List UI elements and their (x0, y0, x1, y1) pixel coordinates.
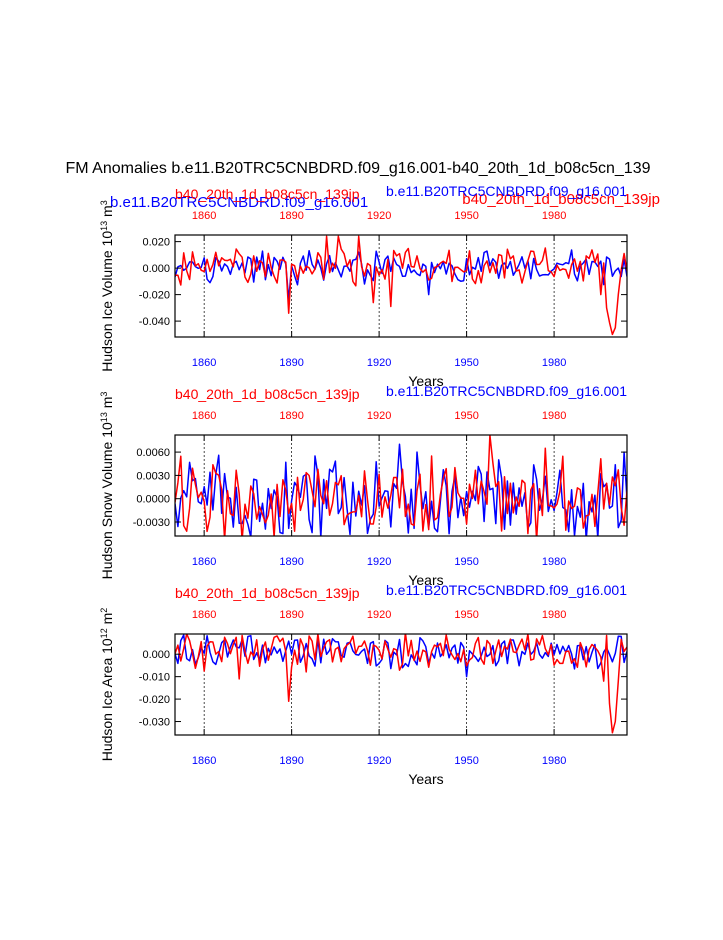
x-tick-label-bottom: 1890 (279, 357, 303, 369)
y-axis-title-text: Hudson Ice Volume 10 (99, 231, 115, 372)
x-tick-label-bottom: 1980 (542, 556, 566, 568)
panel-ice-volume: -0.040 -0.020 0.000 0.020 1860 1860 1890 1890 19… (99, 183, 628, 389)
x-tick-label-bottom: 1980 (542, 357, 566, 369)
series-line-red (175, 435, 627, 536)
y-axis-title-text: Hudson Ice Area 10 (99, 638, 115, 761)
y-tick-label: 0.020 (142, 237, 170, 249)
x-tick-label-bottom: 1920 (367, 357, 391, 369)
x-tick-label-top: 1920 (367, 210, 391, 222)
panel-top-right-label: b.e11.B20TRC5CNBDRD.f09_g16.001 (386, 183, 627, 199)
series-line-blue (175, 249, 627, 301)
x-axis-title: Years (408, 771, 443, 787)
x-tick-label-bottom: 1890 (279, 755, 303, 767)
x-tick-label-top: 1950 (454, 609, 478, 621)
x-tick-label-top: 1950 (454, 410, 478, 422)
chart-panels: -0.040 -0.020 0.000 0.020 1860 1860 1890 1890 19… (99, 183, 628, 787)
x-tick-label-top: 1860 (192, 410, 216, 422)
x-tick-label-top: 1890 (279, 410, 303, 422)
plot-frame (174, 234, 628, 338)
x-tick-label-bottom: 1920 (367, 556, 391, 568)
x-tick-label-bottom: 1950 (454, 357, 478, 369)
y-axis-title-exponent: 2 (99, 608, 109, 613)
main-title: FM Anomalies b.e11.B20TRC5CNBDRD.f09_g16… (66, 160, 651, 177)
y-tick-label: 0.0030 (136, 470, 170, 482)
y-tick-label: 0.000 (142, 263, 170, 275)
x-axis-title: Years (408, 572, 443, 588)
top-red-title: b40_20th_1d_b08c5cn_139jp (462, 191, 660, 208)
x-tick-label-top: 1860 (192, 210, 216, 222)
y-axis-title-text: m (99, 205, 115, 221)
plot-frame (174, 434, 628, 537)
x-tick-label-top: 1980 (542, 410, 566, 422)
y-tick-label: -0.020 (139, 290, 170, 302)
x-tick-label-top: 1860 (192, 609, 216, 621)
x-tick-label-top: 1920 (367, 410, 391, 422)
y-tick-label: -0.030 (139, 717, 170, 729)
plot-frame (174, 633, 628, 736)
x-axis-title: Years (408, 373, 443, 389)
x-tick-label-top: 1890 (279, 609, 303, 621)
y-axis-title: Hudson Ice Volume 1013 m3 (99, 200, 115, 371)
y-axis-title-text: Hudson Snow Volume 10 (99, 422, 115, 579)
series-line-red (175, 634, 627, 734)
y-axis-title-text: m (99, 397, 115, 413)
panel-top-left-label: b40_20th_1d_b08c5cn_139jp (175, 585, 360, 601)
x-tick-label-bottom: 1890 (279, 556, 303, 568)
y-axis-title-exponent: 13 (99, 221, 109, 231)
series-line-red (175, 235, 627, 336)
top-blue-title: b.e11.B20TRC5CNBDRD.f09_g16.001 (110, 194, 368, 211)
panel-snow-volume: -0.0030 0.0000 0.0030 0.0060 1860 1860 1890 189… (99, 383, 628, 588)
y-tick-label: -0.020 (139, 694, 170, 706)
y-tick-label: -0.0030 (133, 517, 170, 529)
panel-ice-area: -0.030 -0.020 -0.010 0.000 1860 1860 1890 1890 1… (99, 582, 628, 787)
x-tick-label-top: 1980 (542, 609, 566, 621)
x-tick-label-bottom: 1950 (454, 556, 478, 568)
y-axis-title: Hudson Snow Volume 1013 m3 (99, 392, 115, 580)
x-tick-label-top: 1920 (367, 609, 391, 621)
x-tick-label-top: 1980 (542, 210, 566, 222)
panel-top-left-label: b40_20th_1d_b08c5cn_139jp (175, 386, 360, 402)
x-tick-label-bottom: 1980 (542, 755, 566, 767)
panel-top-right-label: b.e11.B20TRC5CNBDRD.f09_g16.001 (386, 383, 627, 399)
panel-top-left-label: b40_20th_1d_b08c5cn_139jp (175, 186, 360, 202)
y-tick-label: 0.000 (142, 649, 170, 661)
x-tick-label-bottom: 1860 (192, 755, 216, 767)
y-tick-label: -0.010 (139, 672, 170, 684)
y-tick-label: -0.040 (139, 316, 170, 328)
x-tick-label-bottom: 1860 (192, 556, 216, 568)
y-axis-title: Hudson Ice Area 1012 m2 (99, 608, 115, 762)
x-tick-label-top: 1950 (454, 210, 478, 222)
y-axis-title-exponent: 3 (99, 392, 109, 397)
x-tick-label-bottom: 1920 (367, 755, 391, 767)
y-axis-title-exponent: 12 (99, 628, 109, 638)
panel-top-right-label: b.e11.B20TRC5CNBDRD.f09_g16.001 (386, 582, 627, 598)
y-tick-label: 0.0060 (136, 447, 170, 459)
y-axis-title-exponent: 3 (99, 200, 109, 205)
x-tick-label-bottom: 1950 (454, 755, 478, 767)
y-axis-title-exponent: 13 (99, 412, 109, 422)
y-axis-title-text: m (99, 613, 115, 629)
x-tick-label-top: 1890 (279, 210, 303, 222)
x-tick-label-bottom: 1860 (192, 357, 216, 369)
y-tick-label: 0.0000 (136, 494, 170, 506)
series-line-blue (175, 443, 627, 536)
